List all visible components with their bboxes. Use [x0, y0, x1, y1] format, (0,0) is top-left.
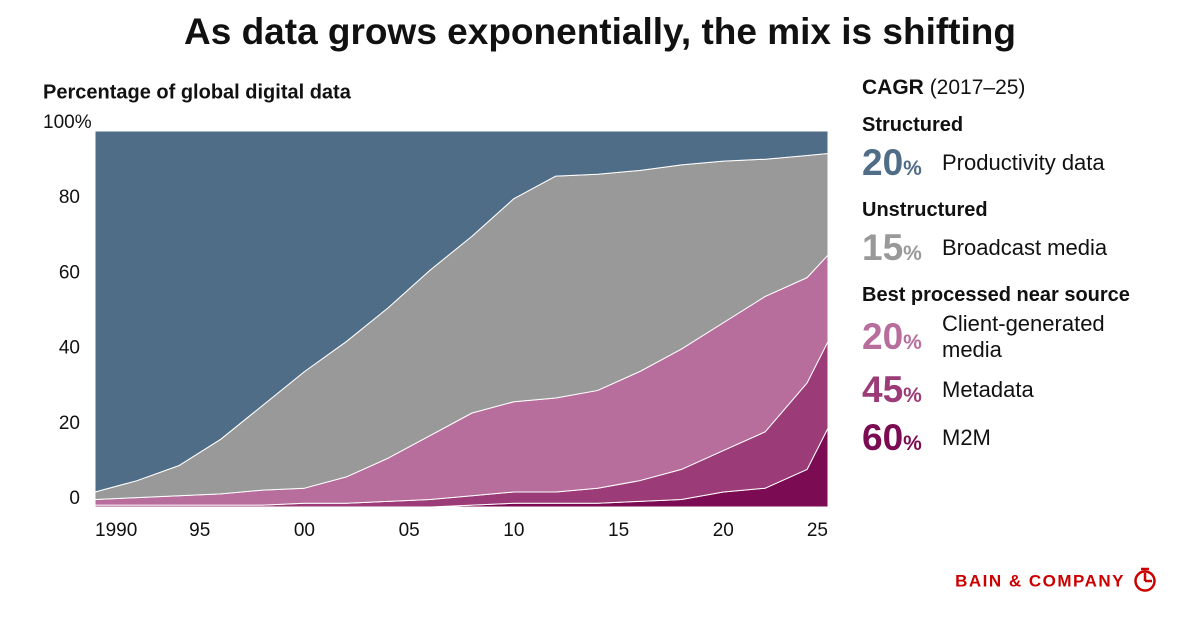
legend-label: Productivity data: [942, 149, 1105, 175]
legend-rate: 20%: [862, 316, 942, 358]
legend-group-title: Best processed near source: [862, 284, 1130, 306]
legend-cagr: 20: [862, 142, 904, 183]
logo-text: BAIN & COMPANY: [955, 571, 1125, 590]
x-tick-label: 25: [807, 520, 828, 541]
y-tick-label: 40: [59, 338, 80, 359]
legend-group-title: Unstructured: [862, 199, 988, 221]
y-tick-label: 80: [59, 187, 80, 208]
legend-cagr-unit: %: [903, 157, 922, 180]
legend-group-title: Structured: [862, 114, 964, 136]
legend: CAGR (2017–25) Structured 20% Productivity…: [862, 76, 1192, 460]
legend-label: M2M: [942, 424, 991, 450]
legend-subtitle: (2017–25): [929, 76, 1026, 99]
legend-cagr: 20: [862, 316, 904, 358]
y-tick-label: 100%: [43, 112, 92, 133]
legend-header: CAGR (2017–25): [862, 76, 1192, 100]
legend-cagr: 15: [862, 227, 904, 268]
legend-item: 15% Broadcast media: [862, 226, 1192, 270]
legend-label: Metadata: [942, 376, 1034, 402]
x-tick-label: 1990: [95, 520, 137, 541]
y-tick-label: 0: [69, 488, 80, 509]
legend-item: 45% Metadata: [862, 368, 1192, 412]
x-tick-label: 05: [399, 520, 420, 541]
legend-item: 20% Productivity data: [862, 141, 1192, 185]
legend-rate: 15%: [862, 227, 942, 269]
x-tick-label: 15: [608, 520, 629, 541]
legend-rate: 45%: [862, 369, 942, 411]
legend-label: Client-generated media: [942, 311, 1105, 363]
legend-cagr-unit: %: [903, 331, 922, 355]
legend-cagr-unit: %: [903, 431, 922, 455]
y-tick-label: 20: [59, 413, 80, 434]
x-tick-label: 10: [503, 520, 524, 541]
x-tick-label: 00: [294, 520, 315, 541]
legend-rate: 20%: [862, 142, 942, 184]
legend-label: Broadcast media: [942, 234, 1108, 260]
y-tick-label: 60: [59, 262, 80, 283]
area: [94, 130, 829, 493]
legend-title: CAGR: [862, 76, 924, 99]
plot-area: [94, 130, 829, 508]
legend-cagr: 45: [862, 368, 904, 410]
x-tick-label: 20: [713, 520, 734, 541]
logo-icon: [1134, 567, 1156, 592]
chart-title: As data grows exponentially, the mix is …: [184, 11, 1016, 52]
legend-cagr-unit: %: [903, 242, 922, 265]
legend-rate: 60%: [862, 417, 942, 459]
legend-item: 20% Client-generated media: [862, 311, 1192, 364]
legend-cagr-unit: %: [903, 383, 922, 407]
y-axis-label: Percentage of global digital data: [43, 81, 352, 103]
legend-cagr: 60: [862, 416, 904, 458]
legend-item: 60% M2M: [862, 416, 1192, 460]
x-tick-label: 95: [189, 520, 210, 541]
